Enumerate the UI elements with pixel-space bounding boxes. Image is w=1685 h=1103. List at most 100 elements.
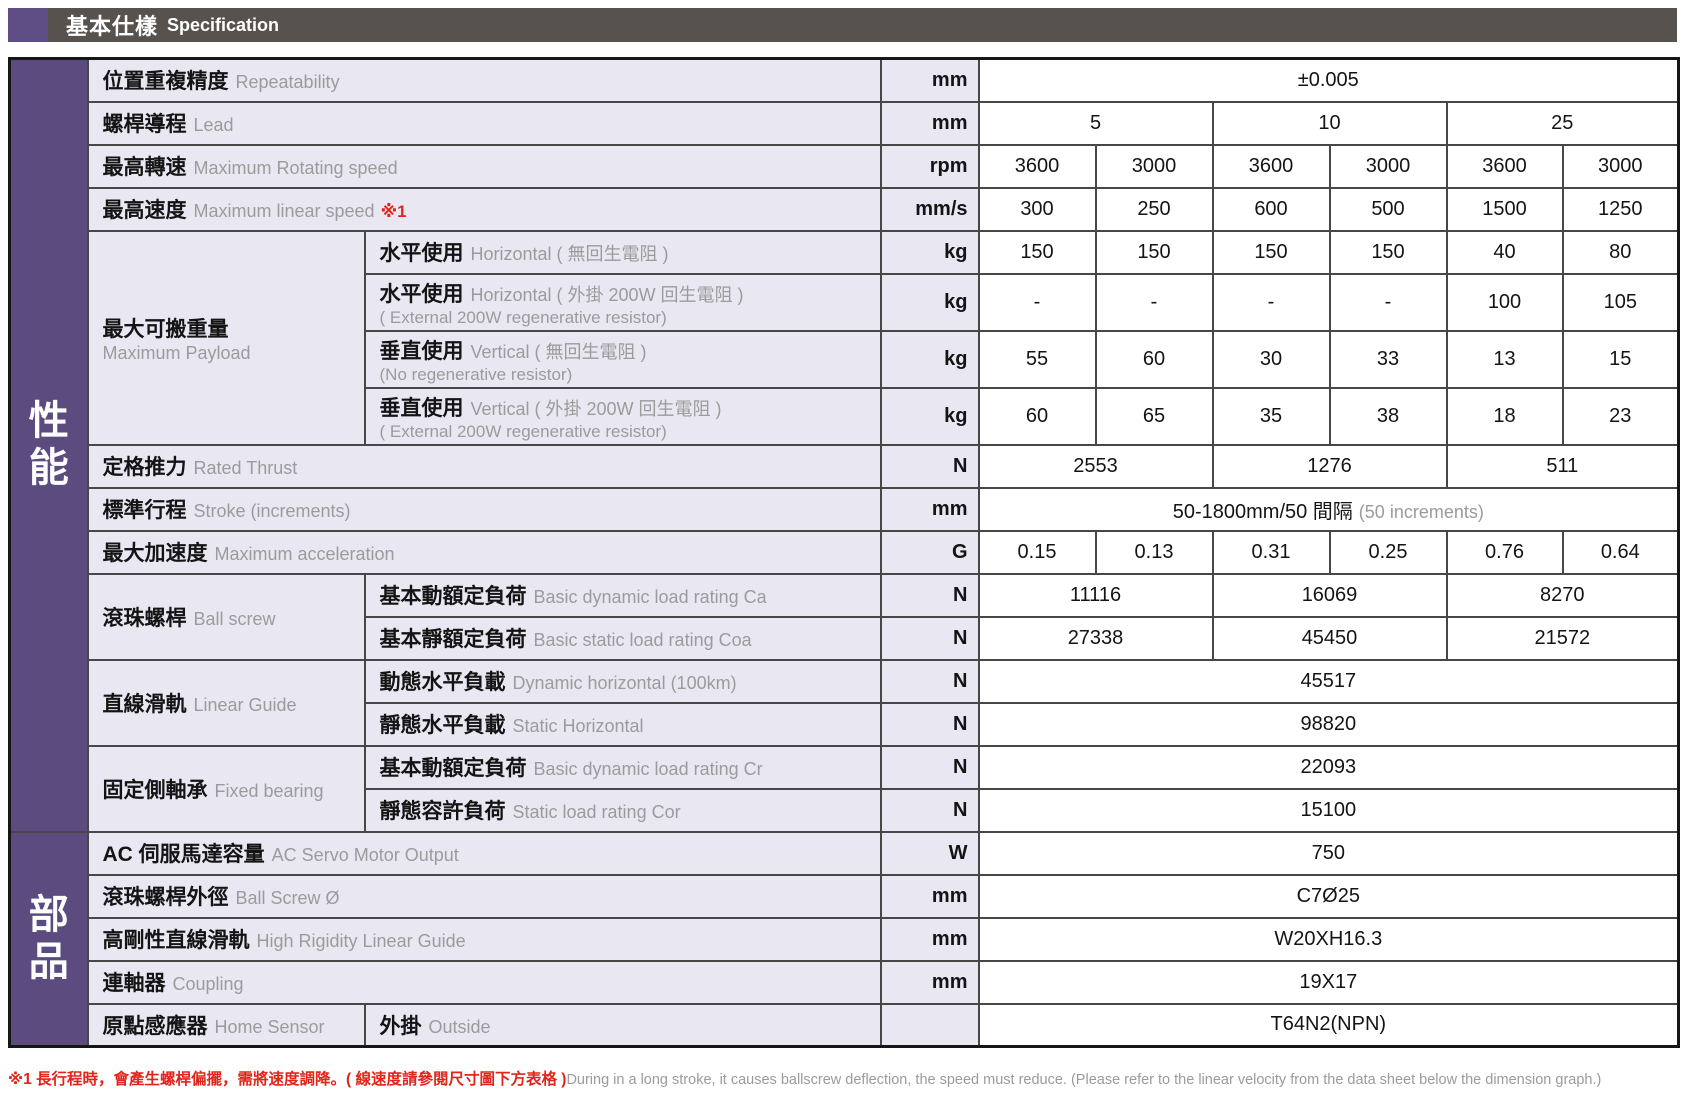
value-cell: 0.76: [1445, 529, 1564, 575]
value-cell: 15100: [977, 787, 1680, 833]
value-cell: 1276: [1211, 443, 1448, 489]
value-cell: 150: [1328, 229, 1448, 275]
value-cell: 150: [1094, 229, 1214, 275]
label-servo-output: AC 伺服馬達容量 AC Servo Motor Output: [86, 830, 882, 876]
value-cell: 35: [1211, 386, 1331, 446]
label-repeatability: 位置重複精度 Repeatability: [86, 57, 882, 103]
unit-payload: kg: [879, 272, 980, 332]
row-rigid-linear-guide: 高剛性直線滑軌 High Rigidity Linear Guide mm W20…: [10, 916, 1680, 962]
label-lead: 螺桿導程 Lead: [86, 100, 882, 146]
sublabel-home-sensor-outside: 外掛 Outside: [363, 1002, 882, 1048]
value-cell: 0.31: [1211, 529, 1331, 575]
section-header-bar: 基本仕樣 Specification: [8, 8, 1677, 42]
unit-payload: kg: [879, 386, 980, 446]
value-cell: 16069: [1211, 572, 1448, 618]
value-cell: 250: [1094, 186, 1214, 232]
sublabel-fixedbearing-static: 靜態容許負荷 Static load rating Cor: [363, 787, 882, 833]
sublabel-payload-horizontal: 水平使用 Horizontal ( 無回生電阻 ): [363, 229, 882, 275]
footnote: ※1 長行程時，會產生螺桿偏擺，需將速度調降。( 線速度請參閱尺寸圖下方表格 )…: [8, 1070, 1680, 1090]
unit-fixedbearing-static: N: [879, 787, 980, 833]
section-title-en: Specification: [167, 14, 280, 35]
value-cell: 3000: [1094, 143, 1214, 189]
unit-linearguide-dynamic: N: [879, 658, 980, 704]
value-cell: -: [1211, 272, 1331, 332]
unit-rated-thrust: N: [879, 443, 980, 489]
unit-fixedbearing-dynamic: N: [879, 744, 980, 790]
sublabel-ballscrew-static: 基本靜額定負荷 Basic static load rating Coa: [363, 615, 882, 661]
row-payload-horizontal-resistor: 水平使用 Horizontal ( 外掛 200W 回生電阻 ) ( Extern…: [10, 272, 1680, 332]
value-cell: 600: [1211, 186, 1331, 232]
header-accent-square: [8, 8, 48, 42]
value-cell: -: [977, 272, 1097, 332]
sublabel-linearguide-static: 靜態水平負載 Static Horizontal: [363, 701, 882, 747]
unit-max-linear-speed: mm/s: [879, 186, 980, 232]
label-rated-thrust: 定格推力 Rated Thrust: [86, 443, 882, 489]
row-servo-output: 部品 AC 伺服馬達容量 AC Servo Motor Output W 750: [8, 830, 1680, 1048]
value-cell: 55: [977, 329, 1097, 389]
unit-servo-output: W: [879, 830, 980, 876]
value-lead-10: 10: [1211, 100, 1448, 146]
unit-linearguide-static: N: [879, 701, 980, 747]
label-ballscrew-diameter: 滾珠螺桿外徑 Ball Screw Ø: [86, 873, 882, 919]
value-cell: 60: [1094, 329, 1214, 389]
value-cell: 18: [1445, 386, 1564, 446]
label-home-sensor: 原點感應器 Home Sensor: [86, 1002, 366, 1048]
value-cell: 11116: [977, 572, 1214, 618]
label-max-rotating-speed: 最高轉速 Maximum Rotating speed: [86, 143, 882, 189]
value-cell: W20XH16.3: [977, 916, 1680, 962]
row-linearguide-static: 靜態水平負載 Static Horizontal N 98820: [10, 701, 1680, 747]
row-ballscrew-static: 基本靜額定負荷 Basic static load rating Coa N 27…: [10, 615, 1680, 661]
row-linearguide-dynamic: 直線滑軌 Linear Guide 動態水平負載 Dynamic horizonta…: [10, 658, 1680, 747]
value-cell: 45450: [1211, 615, 1448, 661]
value-lead-25: 25: [1445, 100, 1680, 146]
row-stroke: 標準行程 Stroke (increments) mm 50-1800mm/50 …: [10, 486, 1680, 532]
row-payload-vertical-resistor: 垂直使用 Vertical ( 外掛 200W 回生電阻 ) ( External…: [10, 386, 1680, 446]
sublabel-payload-vertical: 垂直使用 Vertical ( 無回生電阻 ) (No regenerative …: [363, 329, 882, 389]
row-rated-thrust: 定格推力 Rated Thrust N 2553 1276 511: [10, 443, 1680, 489]
value-cell: 8270: [1445, 572, 1680, 618]
value-cell: 33: [1328, 329, 1448, 389]
sublabel-payload-vertical-resistor: 垂直使用 Vertical ( 外掛 200W 回生電阻 ) ( External…: [363, 386, 882, 446]
row-repeatability: 性能 位置重複精度 Repeatability mm ±0.005: [8, 57, 1680, 833]
sidebar-parts-label: 部品: [28, 892, 69, 984]
label-coupling: 連軸器 Coupling: [86, 959, 882, 1005]
row-lead: 螺桿導程 Lead mm 5 10 25: [10, 100, 1680, 146]
sidebar-parts: 部品: [8, 830, 89, 1048]
value-repeatability: ±0.005: [977, 57, 1680, 103]
row-ballscrew-diameter: 滾珠螺桿外徑 Ball Screw Ø mm C7Ø25: [10, 873, 1680, 919]
label-max-acceleration: 最大加速度 Maximum acceleration: [86, 529, 882, 575]
value-cell: T64N2(NPN): [977, 1002, 1680, 1048]
value-cell: -: [1328, 272, 1448, 332]
value-cell: 19X17: [977, 959, 1680, 1005]
value-cell: 27338: [977, 615, 1214, 661]
value-cell: 500: [1328, 186, 1448, 232]
row-payload-horizontal: 最大可搬重量 Maximum Payload 水平使用 Horizontal ( …: [10, 229, 1680, 446]
unit-coupling: mm: [879, 959, 980, 1005]
value-cell: 3000: [1328, 143, 1448, 189]
unit-rigid-linear-guide: mm: [879, 916, 980, 962]
value-cell: 80: [1561, 229, 1680, 275]
value-cell: 3600: [1211, 143, 1331, 189]
label-max-payload: 最大可搬重量 Maximum Payload: [86, 229, 366, 446]
row-payload-vertical: 垂直使用 Vertical ( 無回生電阻 ) (No regenerative …: [10, 329, 1680, 389]
row-max-rotating-speed: 最高轉速 Maximum Rotating speed rpm 3600 3000…: [10, 143, 1680, 189]
value-cell: 3600: [977, 143, 1097, 189]
footnote-en: During in a long stroke, it causes balls…: [566, 1072, 1602, 1088]
value-cell: 150: [977, 229, 1097, 275]
value-cell: 22093: [977, 744, 1680, 790]
label-ball-screw: 滾珠螺桿 Ball screw: [86, 572, 366, 661]
value-cell: 98820: [977, 701, 1680, 747]
label-rigid-linear-guide: 高剛性直線滑軌 High Rigidity Linear Guide: [86, 916, 882, 962]
unit-payload: kg: [879, 329, 980, 389]
value-cell: 0.15: [977, 529, 1097, 575]
unit-repeatability: mm: [879, 57, 980, 103]
unit-ballscrew-static: N: [879, 615, 980, 661]
row-home-sensor: 原點感應器 Home Sensor 外掛 Outside T64N2(NPN): [10, 1002, 1680, 1048]
value-cell: 300: [977, 186, 1097, 232]
value-cell: 0.25: [1328, 529, 1448, 575]
value-cell: 30: [1211, 329, 1331, 389]
unit-max-acceleration: G: [879, 529, 980, 575]
value-cell: 3000: [1561, 143, 1680, 189]
value-lead-5: 5: [977, 100, 1214, 146]
unit-stroke: mm: [879, 486, 980, 532]
